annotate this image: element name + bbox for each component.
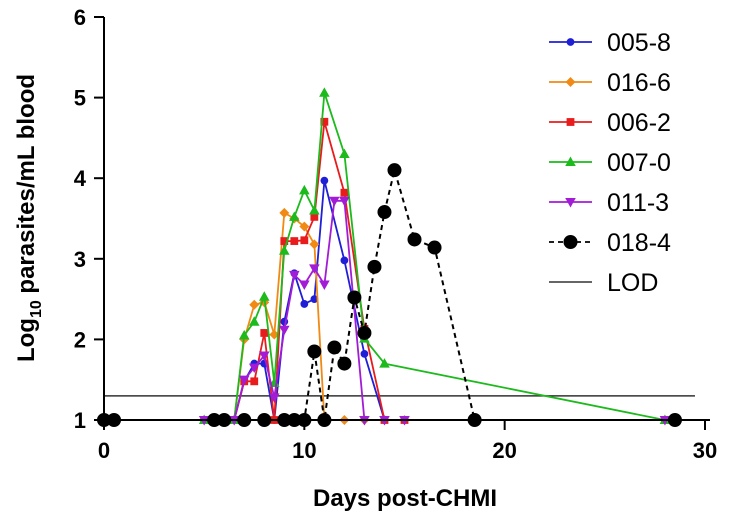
- data-point: [269, 393, 280, 403]
- series-line: [104, 91, 675, 421]
- data-point: [260, 329, 269, 337]
- legend-item: 016-6: [549, 69, 671, 97]
- legend-label: 018-4: [607, 229, 671, 257]
- data-point: [300, 236, 309, 245]
- data-point: [340, 256, 349, 265]
- y-axis-title-suffix: parasites/mL blood: [13, 74, 40, 300]
- data-point: [279, 245, 290, 255]
- data-point: [360, 350, 369, 358]
- legend-item: 005-8: [549, 29, 671, 57]
- series-016-6: [99, 207, 680, 425]
- y-axis-title-prefix: Log: [13, 318, 40, 362]
- legend-label: 016-6: [607, 69, 671, 97]
- legend-marker: [566, 38, 575, 46]
- legend-item: 007-0: [549, 149, 671, 177]
- y-axis-title-subscript: 10: [28, 300, 45, 318]
- legend-marker: [565, 156, 576, 167]
- data-point: [258, 291, 270, 301]
- data-point: [249, 299, 260, 310]
- data-point: [320, 117, 329, 126]
- data-point: [329, 196, 340, 207]
- data-point: [357, 325, 372, 340]
- data-point: [269, 329, 280, 340]
- series-006-2: [100, 117, 679, 424]
- data-point: [347, 290, 362, 305]
- series-line: [104, 199, 675, 421]
- data-point: [387, 163, 402, 178]
- data-point: [339, 148, 350, 159]
- y-tick-label: 3: [74, 247, 86, 272]
- data-point: [299, 221, 310, 232]
- data-point: [327, 340, 342, 355]
- y-axis-title: Log10 parasites/mL blood: [13, 74, 45, 362]
- legend-marker: [565, 77, 576, 87]
- legend-label: 011-3: [607, 189, 669, 217]
- data-point: [238, 329, 250, 340]
- data-point: [427, 240, 442, 255]
- legend-label: 007-0: [607, 149, 671, 177]
- data-point: [407, 232, 422, 247]
- ticks: 0 10 20 30 1 2 3 4 5 6: [74, 5, 717, 463]
- data-point: [367, 259, 382, 274]
- y-tick-label: 6: [74, 5, 86, 30]
- data-point: [279, 207, 290, 218]
- x-tick-label: 10: [292, 438, 316, 463]
- legend-item: 018-4: [549, 229, 671, 257]
- series-011-3: [98, 196, 681, 426]
- data-point: [250, 377, 259, 386]
- data-point: [337, 356, 352, 371]
- data-point: [319, 280, 330, 291]
- data-point: [248, 363, 260, 374]
- legend-item: LOD: [549, 269, 658, 297]
- data-point: [279, 325, 290, 336]
- x-tick-label: 0: [98, 438, 110, 463]
- data-point: [248, 316, 260, 326]
- y-tick-label: 2: [74, 327, 86, 352]
- data-point: [290, 237, 299, 245]
- x-tick-label: 20: [492, 438, 516, 463]
- x-tick-label: 30: [693, 438, 717, 463]
- data-point: [299, 184, 310, 195]
- series-018-4: [97, 163, 682, 427]
- data-point: [309, 204, 320, 215]
- data-point: [309, 239, 320, 250]
- data-point: [300, 300, 309, 308]
- data-point: [258, 351, 270, 361]
- legend-marker: [565, 197, 576, 208]
- legend-label: 006-2: [607, 109, 671, 137]
- data-point: [299, 280, 310, 291]
- data-point: [319, 87, 330, 97]
- series-line: [104, 211, 675, 421]
- data-point: [238, 375, 250, 386]
- data-point: [379, 358, 390, 368]
- data-point: [340, 188, 349, 197]
- plot-area: [97, 87, 695, 427]
- series-007-0: [98, 87, 681, 425]
- data-point: [309, 264, 320, 274]
- data-point: [320, 176, 329, 185]
- legend-marker: [563, 235, 578, 249]
- data-point: [310, 212, 319, 221]
- legend: 005-8 016-6 006-2 007-0 011-3 018-4 LOD: [549, 29, 671, 297]
- data-point: [289, 270, 300, 281]
- legend-item: 011-3: [549, 189, 669, 217]
- data-point: [289, 211, 300, 221]
- y-tick-label: 1: [74, 408, 86, 433]
- data-point: [339, 196, 350, 207]
- x-axis-title: Days post-CHMI: [313, 485, 497, 512]
- axes: [103, 17, 710, 421]
- y-tick-label: 4: [74, 166, 87, 191]
- legend-item: 006-2: [549, 109, 671, 137]
- legend-marker: [566, 118, 575, 126]
- data-point: [377, 205, 392, 220]
- data-point: [307, 344, 322, 359]
- y-tick-label: 5: [74, 86, 86, 111]
- legend-label: LOD: [607, 269, 658, 297]
- legend-label: 005-8: [607, 29, 671, 57]
